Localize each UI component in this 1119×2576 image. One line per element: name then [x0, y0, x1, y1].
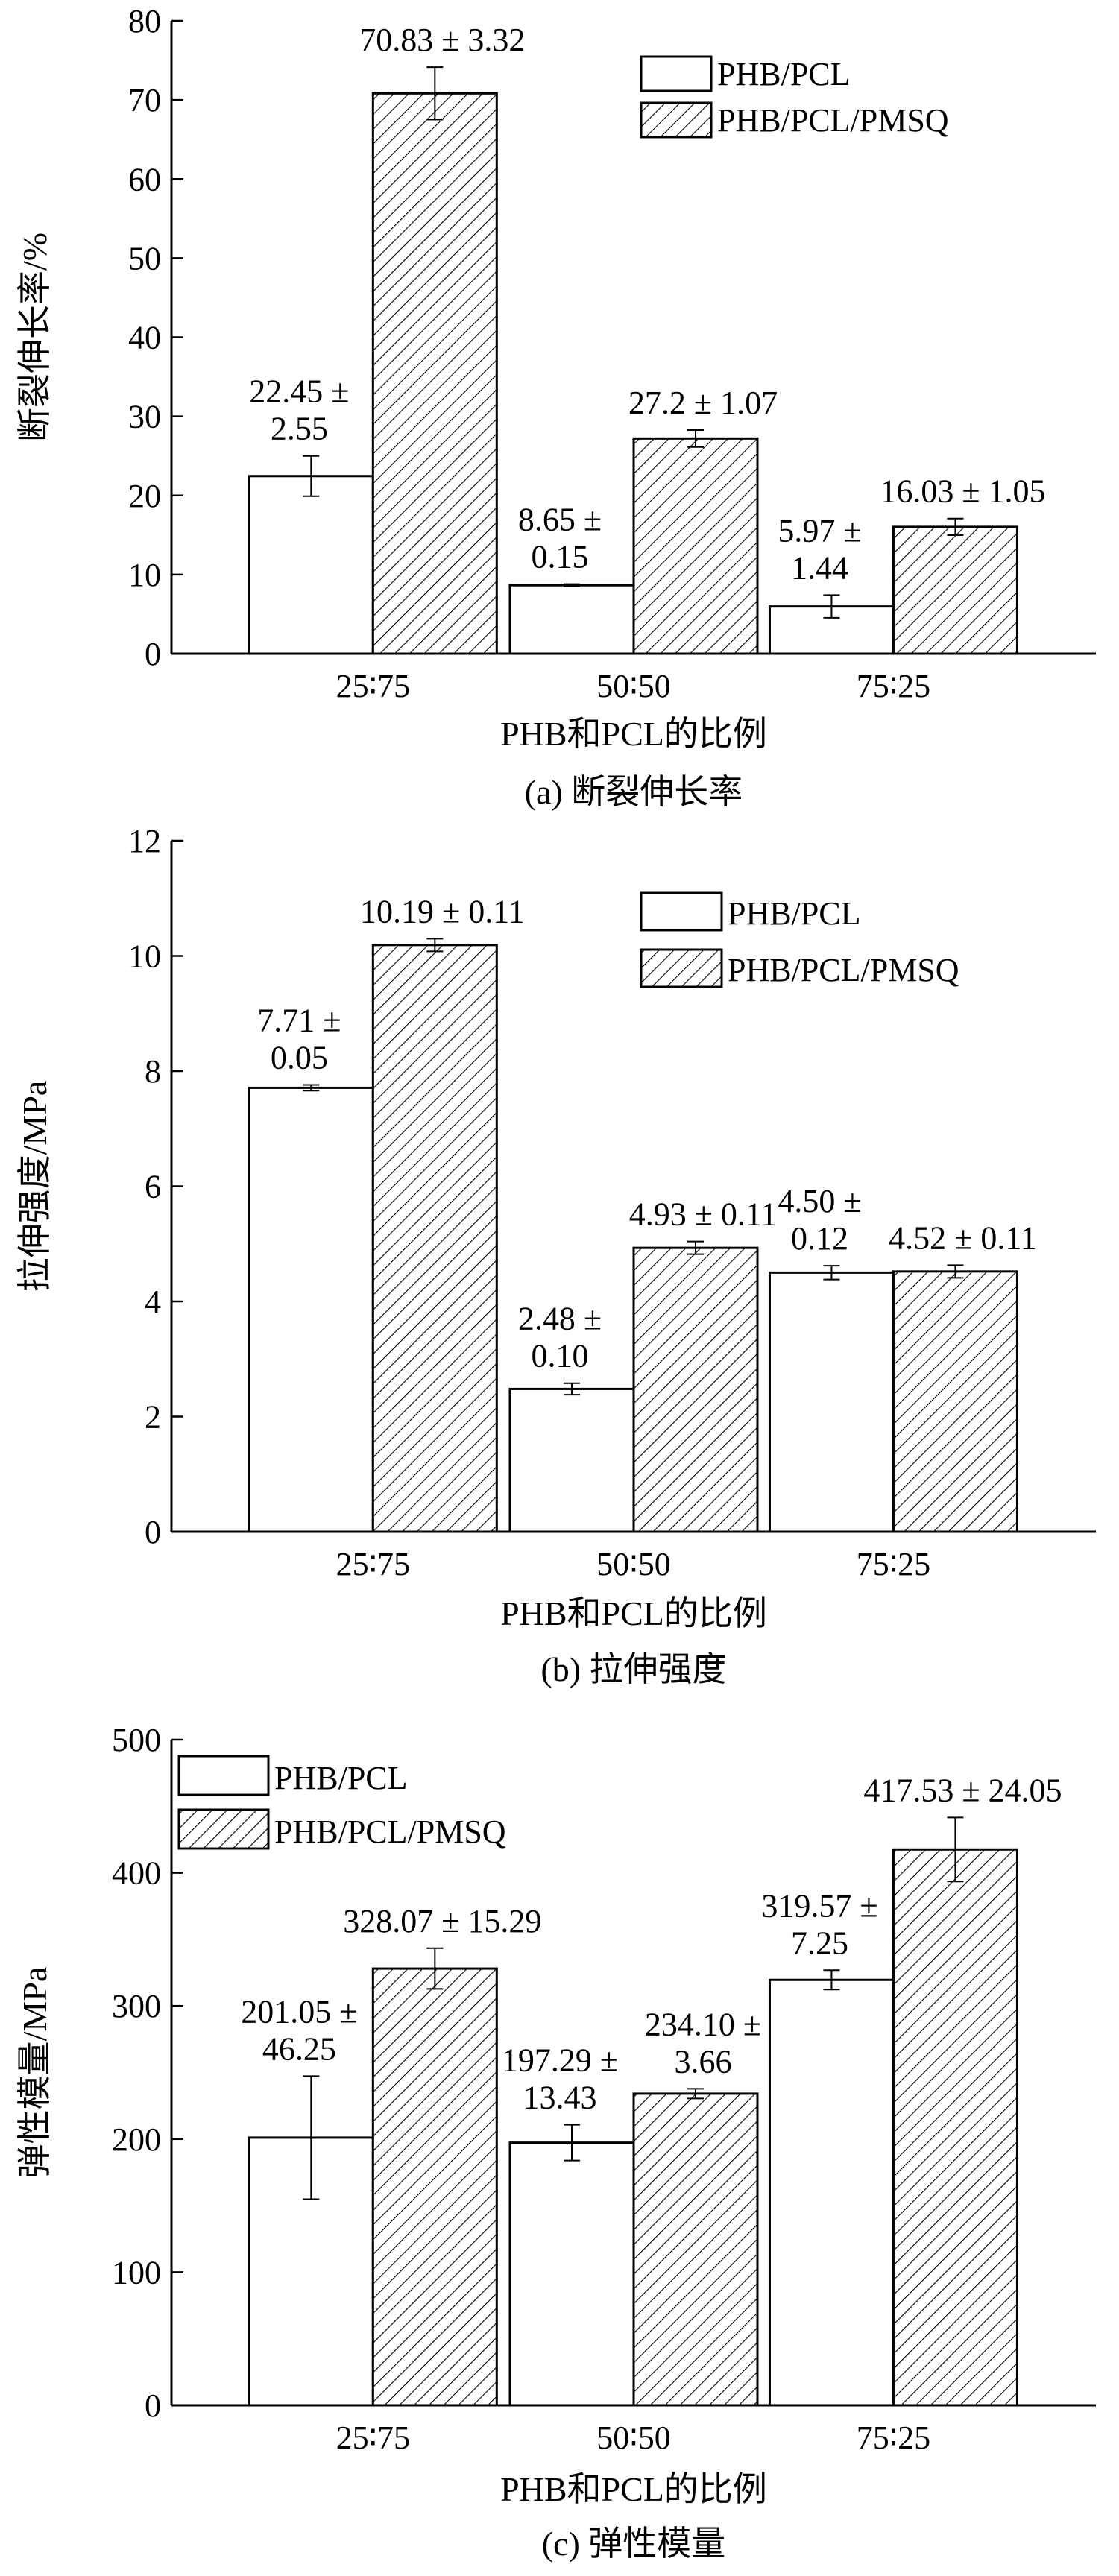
- y-tick-label: 2: [145, 1399, 161, 1436]
- legend-label: PHB/PCL: [274, 1760, 408, 1796]
- bar-phb-pcl: [768, 1978, 895, 2407]
- bar-phb-pcl: [508, 2141, 635, 2407]
- bar-phb-pcl: [248, 1086, 374, 1533]
- x-tick-label: 25∶75: [336, 2419, 410, 2456]
- y-tick-label: 60: [128, 161, 161, 198]
- data-label: 13.43: [523, 2080, 597, 2116]
- legend-label: PHB/PCL/PMSQ: [274, 1813, 506, 1850]
- y-tick-label: 200: [112, 2121, 161, 2158]
- data-label: 10.19 ± 0.11: [360, 893, 525, 929]
- data-label: 3.66: [675, 2043, 732, 2080]
- y-tick-label: 70: [128, 82, 161, 119]
- x-tick-label: 50∶50: [596, 2419, 670, 2456]
- legend-swatch: [640, 891, 723, 932]
- x-tick-label: 75∶25: [857, 668, 930, 704]
- y-tick-label: 300: [112, 1988, 161, 2024]
- y-tick-label: 20: [128, 478, 161, 514]
- bar-phb-pcl-pmsq: [371, 92, 498, 655]
- y-tick-label: 0: [145, 636, 161, 672]
- data-label: 0.10: [532, 1338, 589, 1374]
- data-label: 46.25: [262, 2030, 336, 2067]
- data-label: 328.07 ± 15.29: [343, 1903, 541, 1939]
- data-label: 8.65 ±: [518, 502, 602, 538]
- x-tick-label: 50∶50: [596, 668, 670, 704]
- y-tick-label: 400: [112, 1855, 161, 1892]
- bar-phb-pcl-pmsq: [632, 1246, 759, 1533]
- data-label: 16.03 ± 1.05: [880, 473, 1045, 510]
- legend-swatch: [177, 1808, 270, 1850]
- data-label: 22.45 ±: [249, 373, 349, 410]
- bar-phb-pcl-pmsq: [892, 1848, 1018, 2407]
- y-tick-label: 12: [128, 823, 161, 859]
- data-label: 0.05: [271, 1040, 328, 1076]
- data-label: 7.71 ±: [257, 1003, 341, 1039]
- bar-phb-pcl-pmsq: [371, 944, 498, 1533]
- data-label: 4.50 ±: [778, 1183, 861, 1219]
- data-label: 4.52 ± 0.11: [889, 1219, 1037, 1256]
- legend-label: PHB/PCL: [728, 895, 861, 932]
- y-tick-label: 10: [128, 557, 161, 593]
- x-tick-label: 75∶25: [857, 1546, 930, 1582]
- data-label: 234.10 ±: [645, 2006, 761, 2042]
- legend-swatch: [640, 948, 723, 988]
- data-label: 2.55: [271, 411, 328, 447]
- x-tick-label: 25∶75: [336, 1546, 410, 1582]
- legend-label: PHB/PCL: [717, 56, 851, 92]
- y-tick-label: 50: [128, 240, 161, 277]
- x-axis-label: PHB和PCL的比例: [500, 715, 767, 753]
- data-label: 4.93 ± 0.11: [629, 1196, 778, 1233]
- panel-caption: (b) 拉伸强度: [540, 1650, 726, 1688]
- x-tick-label: 25∶75: [336, 668, 410, 704]
- y-tick-label: 80: [128, 3, 161, 40]
- bar-phb-pcl: [248, 475, 374, 655]
- data-label: 27.2 ± 1.07: [628, 385, 778, 421]
- data-label: 7.25: [791, 1925, 848, 1961]
- data-label: 70.83 ± 3.32: [359, 22, 525, 58]
- legend-label: PHB/PCL/PMSQ: [728, 952, 959, 988]
- bar-phb-pcl-pmsq: [371, 1967, 498, 2407]
- bar-phb-pcl-pmsq: [892, 1270, 1018, 1533]
- data-label: 0.12: [791, 1220, 848, 1257]
- data-label: 417.53 ± 24.05: [863, 1772, 1062, 1808]
- data-label: 0.15: [532, 539, 589, 575]
- bar-phb-pcl-pmsq: [632, 437, 759, 655]
- y-axis-label: 断裂伸长率/%: [16, 233, 54, 442]
- panel-caption: (c) 弹性模量: [542, 2525, 726, 2563]
- y-tick-label: 6: [145, 1169, 161, 1205]
- bar-phb-pcl-pmsq: [632, 2092, 759, 2407]
- data-label: 2.48 ±: [518, 1301, 602, 1337]
- data-label: 201.05 ±: [241, 1993, 357, 2030]
- y-tick-label: 8: [145, 1053, 161, 1090]
- data-label: 5.97 ±: [778, 512, 861, 549]
- y-tick-label: 0: [145, 2387, 161, 2424]
- x-axis-label: PHB和PCL的比例: [500, 1594, 767, 1632]
- bar-phb-pcl: [768, 1271, 895, 1533]
- y-tick-label: 10: [128, 938, 161, 975]
- x-tick-label: 75∶25: [857, 2419, 930, 2456]
- legend-swatch: [177, 1755, 270, 1796]
- panel-caption: (a) 断裂伸长率: [525, 773, 743, 811]
- y-tick-label: 30: [128, 399, 161, 435]
- y-tick-label: 0: [145, 1514, 161, 1550]
- y-tick-label: 40: [128, 320, 161, 356]
- y-tick-label: 100: [112, 2254, 161, 2291]
- legend-swatch: [640, 101, 713, 139]
- y-tick-label: 500: [112, 1722, 161, 1758]
- legend-label: PHB/PCL/PMSQ: [717, 102, 949, 139]
- x-tick-label: 50∶50: [596, 1546, 670, 1582]
- x-axis-label: PHB和PCL的比例: [500, 2470, 767, 2508]
- y-axis-label: 拉伸强度/MPa: [16, 1081, 54, 1292]
- legend-swatch: [640, 55, 713, 92]
- bar-phb-pcl-pmsq: [892, 525, 1018, 655]
- y-axis-label: 弹性模量/MPa: [16, 1967, 54, 2179]
- data-label: 319.57 ±: [761, 1887, 877, 1924]
- bar-phb-pcl: [508, 584, 635, 655]
- data-label: 1.44: [791, 549, 848, 586]
- y-tick-label: 4: [145, 1284, 161, 1320]
- data-label: 197.29 ±: [502, 2042, 618, 2079]
- bar-phb-pcl: [508, 1387, 635, 1533]
